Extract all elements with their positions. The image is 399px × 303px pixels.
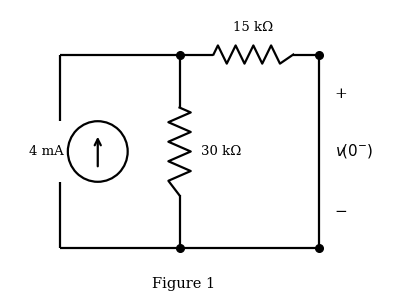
Text: 15 kΩ: 15 kΩ [233, 21, 273, 34]
Text: −: − [334, 205, 347, 219]
Text: Figure 1: Figure 1 [152, 277, 215, 291]
Text: 4 mA: 4 mA [29, 145, 64, 158]
Text: +: + [334, 87, 347, 101]
Text: $v\!\left(0^{-}\right)$: $v\!\left(0^{-}\right)$ [335, 142, 373, 161]
Text: 30 kΩ: 30 kΩ [201, 145, 242, 158]
